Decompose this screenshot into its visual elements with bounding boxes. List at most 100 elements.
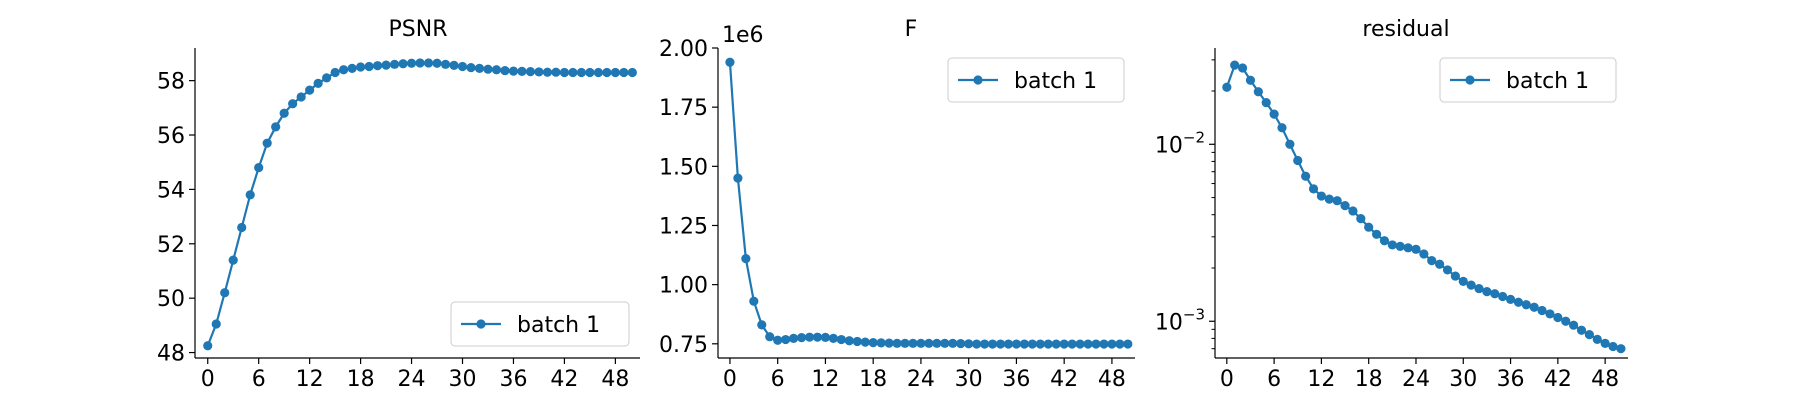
y-tick-label: 58	[157, 70, 185, 95]
data-point	[1269, 109, 1279, 119]
data-point	[868, 338, 878, 348]
data-point	[1498, 291, 1508, 302]
x-tick-label: 18	[859, 367, 887, 392]
data-point	[1600, 338, 1610, 348]
data-point	[296, 92, 306, 102]
data-point	[262, 138, 272, 148]
x-tick-label: 24	[398, 367, 426, 392]
data-point	[517, 66, 527, 76]
data-point	[1230, 60, 1240, 70]
data-point	[602, 67, 612, 78]
x-tick-label: 48	[601, 367, 629, 392]
data-point	[1324, 194, 1334, 204]
y-tick-label: 52	[157, 233, 185, 258]
data-point	[449, 60, 459, 71]
data-point	[1107, 339, 1117, 349]
data-point	[381, 60, 391, 70]
data-point	[1059, 339, 1069, 349]
data-point	[279, 108, 289, 118]
data-point	[1490, 289, 1500, 299]
data-point	[619, 67, 629, 78]
data-point	[1505, 294, 1516, 304]
data-point	[271, 122, 281, 132]
legend-label: batch 1	[1014, 69, 1097, 94]
data-point	[1427, 256, 1437, 266]
data-point	[322, 73, 332, 83]
legend: batch 1	[947, 57, 1125, 103]
data-point	[900, 338, 910, 348]
data-point	[1222, 82, 1232, 92]
x-tick-label: 48	[1098, 367, 1126, 392]
x-tick-label: 24	[907, 367, 935, 392]
data-point	[1608, 341, 1618, 352]
data-point	[593, 67, 603, 78]
data-point	[1285, 139, 1295, 149]
data-point	[1569, 320, 1579, 330]
data-point	[757, 320, 767, 330]
x-tick-label: 42	[1050, 367, 1078, 392]
data-point	[1442, 265, 1453, 275]
residual-panel: residual 0 6 12 18 24 30 36 42 48 10−2 10−3 batch 1	[1155, 17, 1628, 392]
data-point	[1340, 201, 1350, 211]
series-line	[728, 62, 1128, 346]
psnr-panel: PSNR 0 6 12 18 24 30 36 42 48 48 50 52 54 56 58 batch 1	[157, 17, 640, 392]
data-point	[1513, 297, 1524, 307]
data-point	[330, 67, 340, 78]
data-point	[1356, 214, 1366, 224]
data-point	[415, 58, 425, 68]
x-tick-label: 36	[1002, 367, 1030, 392]
data-point	[1466, 280, 1476, 290]
y-tick-label: 2.00	[659, 37, 708, 62]
legend-box	[947, 57, 1125, 103]
data-point	[432, 58, 442, 68]
data-point	[1450, 271, 1460, 281]
data-point	[1237, 63, 1248, 73]
data-point	[542, 67, 553, 77]
data-point	[844, 336, 854, 346]
legend-marker	[476, 319, 486, 329]
data-point	[288, 99, 298, 109]
data-point	[1043, 339, 1053, 349]
data-point	[551, 67, 561, 77]
data-point	[1308, 184, 1319, 194]
data-point	[1474, 283, 1484, 294]
data-point	[1403, 243, 1413, 253]
y-tick-label: 0.75	[659, 333, 708, 358]
data-point	[313, 78, 323, 88]
data-point	[1027, 339, 1037, 349]
data-point	[1261, 98, 1271, 108]
x-tick-label: 30	[449, 367, 477, 392]
data-point	[948, 338, 958, 348]
y-tick-label: 10−2	[1155, 128, 1205, 158]
data-point	[932, 338, 942, 348]
data-point	[1387, 240, 1397, 250]
data-point	[203, 341, 213, 351]
f-title: F	[905, 17, 918, 42]
y-tick-label: 48	[157, 342, 185, 367]
data-point	[364, 61, 374, 72]
data-point	[1371, 229, 1382, 239]
data-point	[500, 65, 510, 76]
data-point	[423, 58, 434, 68]
data-point	[220, 288, 230, 298]
data-point	[483, 64, 493, 74]
data-point	[1301, 171, 1311, 181]
x-tick-label: 48	[1591, 367, 1619, 392]
legend-marker	[973, 75, 983, 85]
data-point	[1075, 339, 1085, 349]
data-point	[406, 58, 417, 68]
x-tick-label: 36	[499, 367, 527, 392]
x-tick-label: 0	[1220, 367, 1234, 392]
data-point	[1277, 123, 1287, 133]
data-point	[876, 338, 886, 348]
data-point	[884, 338, 894, 348]
residual-title: residual	[1362, 17, 1449, 42]
data-point	[228, 255, 238, 265]
data-point	[237, 222, 247, 233]
y-tick-label: 1.50	[659, 155, 708, 180]
data-point	[576, 67, 587, 78]
data-point	[1458, 276, 1468, 286]
x-tick-label: 6	[1267, 367, 1281, 392]
data-point	[534, 67, 544, 77]
x-tick-label: 12	[811, 367, 839, 392]
